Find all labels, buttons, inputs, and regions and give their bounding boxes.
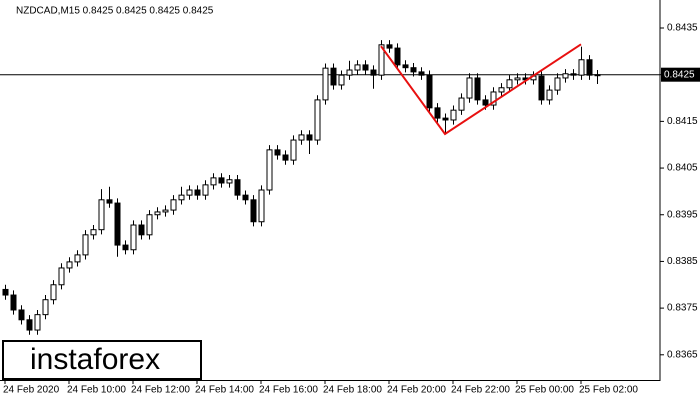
current-price-box <box>661 67 700 82</box>
candle-body <box>26 319 33 331</box>
candle-body <box>242 194 249 201</box>
candle-body <box>154 211 161 216</box>
candle-body <box>210 177 217 186</box>
candle-body <box>410 67 417 73</box>
candle-body <box>386 44 393 49</box>
candle-body <box>66 261 73 269</box>
logo: instaforex <box>30 343 160 376</box>
candle-body <box>594 74 601 77</box>
candle-body <box>402 64 409 69</box>
candle-body <box>314 99 321 141</box>
pattern-line <box>380 43 582 136</box>
candle-body <box>234 179 241 196</box>
candle-body <box>426 74 433 109</box>
candle-body <box>146 214 153 236</box>
candle-body <box>442 117 449 121</box>
candle-body <box>578 59 585 76</box>
candle-body <box>106 199 113 204</box>
candle-body <box>122 244 129 251</box>
candle-body <box>298 134 305 141</box>
candle-body <box>2 288 9 296</box>
candle-body <box>114 202 121 246</box>
candle-body <box>162 209 169 213</box>
candle-body <box>178 194 185 201</box>
candle-body <box>186 189 193 196</box>
candle-body <box>570 73 577 76</box>
x-tick-label: 24 Feb 10:00 <box>67 385 126 396</box>
y-tick-label: 0.8395 <box>667 209 698 220</box>
candle-body <box>338 74 345 86</box>
candle-body <box>290 139 297 161</box>
candle-body <box>258 189 265 223</box>
candle-body <box>458 97 465 111</box>
candle-body <box>482 99 489 106</box>
y-tick-label: 0.8405 <box>667 163 698 174</box>
candle-body <box>58 267 65 286</box>
candle-body <box>74 254 81 263</box>
candle-body <box>362 64 369 71</box>
candle-body <box>490 91 497 106</box>
candle-body <box>306 134 313 141</box>
x-tick-label: 25 Feb 02:00 <box>579 385 638 396</box>
x-tick-label: 25 Feb 00:00 <box>515 385 574 396</box>
candle-body <box>506 79 513 89</box>
x-tick-label: 24 Feb 20:00 <box>387 385 446 396</box>
candle-body <box>378 44 385 76</box>
candle-body <box>586 59 593 76</box>
x-tick-label: 24 Feb 22:00 <box>451 385 510 396</box>
candle-body <box>18 309 25 321</box>
candle-body <box>138 224 145 236</box>
candle-body <box>394 47 401 66</box>
y-tick-label: 0.8435 <box>667 23 698 34</box>
candle-body <box>466 77 473 99</box>
candle-body <box>514 77 521 81</box>
candle-body <box>42 299 49 316</box>
candle-body <box>170 199 177 211</box>
candle-body <box>98 199 105 231</box>
candle-body <box>50 284 57 301</box>
current-price-label: 0.8425 <box>664 69 695 80</box>
candle-body <box>90 229 97 236</box>
y-tick-label: 0.8375 <box>667 303 698 314</box>
x-tick-label: 24 Feb 14:00 <box>195 385 254 396</box>
candle-body <box>218 177 225 184</box>
candle-body <box>10 294 17 311</box>
candle-body <box>370 69 377 76</box>
logo-box <box>2 340 202 380</box>
candle-body <box>266 149 273 191</box>
x-tick-label: 24 Feb 18:00 <box>323 385 382 396</box>
candle-body <box>202 184 209 196</box>
y-tick-label: 0.8385 <box>667 256 698 267</box>
x-tick-label: 24 Feb 2020 <box>3 385 60 396</box>
chart-header: NZDCAD,M15 0.8425 0.8425 0.8425 0.8425 <box>16 6 214 17</box>
candle-body <box>226 179 233 184</box>
candle-body <box>282 154 289 161</box>
candle-body <box>562 73 569 79</box>
candle-body <box>250 199 257 223</box>
candle-body <box>450 109 457 121</box>
candle-body <box>346 69 353 76</box>
candle-body <box>498 87 505 93</box>
y-tick-label: 0.8365 <box>667 349 698 360</box>
candle-body <box>418 71 425 76</box>
candle-body <box>354 64 361 71</box>
candle-body <box>474 77 481 101</box>
candle-body <box>194 189 201 196</box>
x-tick-label: 24 Feb 16:00 <box>259 385 318 396</box>
candle-body <box>546 89 553 101</box>
candle-body <box>322 67 329 101</box>
candle-body <box>538 75 545 101</box>
candle-body <box>330 67 337 86</box>
candle-body <box>274 149 281 156</box>
candle-body <box>34 314 41 331</box>
candle-body <box>130 224 137 251</box>
x-tick-label: 24 Feb 12:00 <box>131 385 190 396</box>
y-tick-label: 0.8415 <box>667 116 698 127</box>
candle-body <box>82 234 89 256</box>
candle-body <box>554 77 561 91</box>
candle-body <box>434 107 441 119</box>
